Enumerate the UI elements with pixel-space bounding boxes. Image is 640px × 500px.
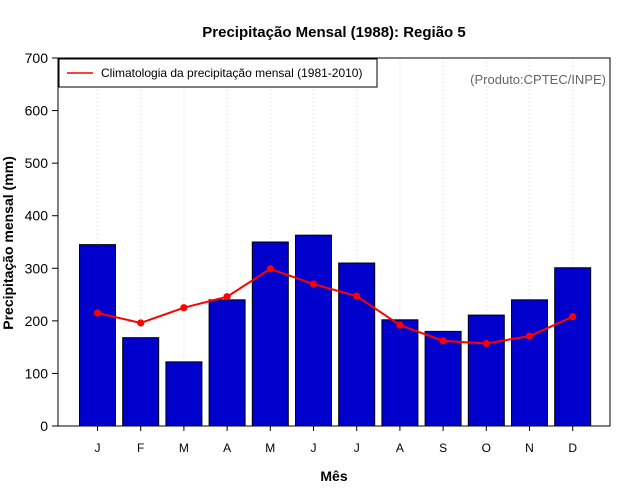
y-tick-label-0: 0	[40, 418, 48, 434]
climatology-point-8	[396, 321, 404, 329]
climatology-point-11	[525, 332, 534, 340]
bar-j-6	[295, 234, 332, 427]
climatology-point-9	[439, 337, 447, 345]
y-tick-label-100: 100	[25, 365, 49, 381]
source-credit: (Produto:CPTEC/INPE)	[470, 72, 606, 87]
x-tick-label-9: S	[439, 441, 447, 455]
bar-s-9	[424, 330, 462, 427]
x-tick-label-4: A	[223, 441, 231, 455]
climatology-point-12	[569, 313, 577, 321]
legend: Climatologia da precipitação mensal (198…	[58, 58, 378, 88]
x-tick-label-7: J	[354, 441, 360, 455]
climatology-point-3	[180, 304, 188, 312]
x-tick-label-1: J	[95, 441, 101, 455]
bar-j-1	[79, 244, 116, 427]
x-axis-label: Mês	[320, 468, 347, 484]
x-tick-label-11: N	[525, 441, 534, 455]
bar-series	[79, 234, 592, 427]
bar-o-10	[467, 314, 505, 427]
y-axis-label: Precipitação mensal (mm)	[0, 156, 16, 330]
climatology-line-series	[93, 265, 577, 348]
x-tick-label-2: F	[137, 441, 144, 455]
x-tick-label-10: O	[482, 441, 491, 455]
climatology-point-5	[266, 265, 274, 273]
x-tick-label-5: M	[265, 441, 275, 455]
y-tick-label-700: 700	[25, 50, 49, 66]
bar-a-4	[208, 299, 246, 427]
y-tick-label-200: 200	[25, 313, 49, 329]
climatology-point-2	[137, 319, 145, 327]
x-tick-label-8: A	[396, 441, 404, 455]
climatology-line	[97, 267, 574, 345]
legend-entry-label: Climatologia da precipitação mensal (198…	[101, 66, 362, 80]
bar-d-12	[554, 267, 592, 427]
climatology-point-4	[223, 293, 231, 301]
bar-f-2	[122, 337, 160, 427]
plot-frame	[57, 57, 611, 427]
x-tick-label-6: J	[311, 441, 317, 455]
legend-box	[58, 58, 378, 88]
climatology-point-6	[309, 280, 318, 288]
y-tick-label-400: 400	[25, 208, 49, 224]
bar-j-7	[338, 262, 376, 427]
y-tick-label-300: 300	[25, 260, 49, 276]
climatology-point-1	[93, 309, 102, 317]
climatology-point-7	[353, 292, 361, 300]
bar-n-11	[511, 299, 548, 427]
y-axis: 0 100 200 300 400 500 600 700	[25, 50, 58, 434]
y-tick-label-500: 500	[25, 155, 49, 171]
y-tick-label-600: 600	[25, 103, 49, 119]
chart-title: Precipitação Mensal (1988): Região 5	[202, 24, 465, 41]
x-tick-label-12: D	[568, 441, 577, 455]
bar-a-8	[381, 319, 419, 427]
climatology-point-10	[482, 339, 490, 348]
x-tick-label-3: M	[179, 441, 189, 455]
bar-m-3	[165, 361, 203, 427]
